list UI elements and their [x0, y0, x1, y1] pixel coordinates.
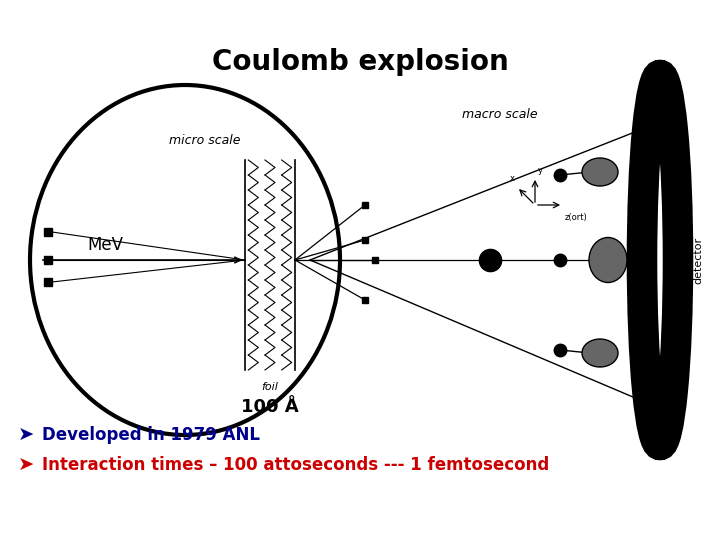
Text: MeV: MeV	[87, 236, 123, 254]
Ellipse shape	[30, 85, 340, 435]
Text: y: y	[538, 166, 543, 175]
Text: Developed in 1979 ANL: Developed in 1979 ANL	[42, 426, 260, 444]
Text: 100 Å: 100 Å	[241, 398, 299, 416]
Ellipse shape	[582, 339, 618, 367]
Bar	[44, 256, 52, 264]
Text: x: x	[510, 174, 515, 183]
Bar	[44, 228, 52, 236]
Text: ➤: ➤	[18, 426, 35, 444]
Text: ➤: ➤	[18, 456, 35, 475]
Text: foil: foil	[261, 382, 279, 392]
Text: micro scale: micro scale	[169, 133, 240, 146]
Text: Coulomb explosion: Coulomb explosion	[212, 48, 508, 76]
Text: macro scale: macro scale	[462, 109, 538, 122]
Text: detector: detector	[693, 237, 703, 284]
Ellipse shape	[582, 158, 618, 186]
Text: Interaction times – 100 attoseconds --- 1 femtosecond: Interaction times – 100 attoseconds --- …	[42, 456, 549, 474]
Bar	[44, 278, 52, 286]
Text: z(ort): z(ort)	[565, 213, 588, 222]
Ellipse shape	[589, 238, 627, 282]
